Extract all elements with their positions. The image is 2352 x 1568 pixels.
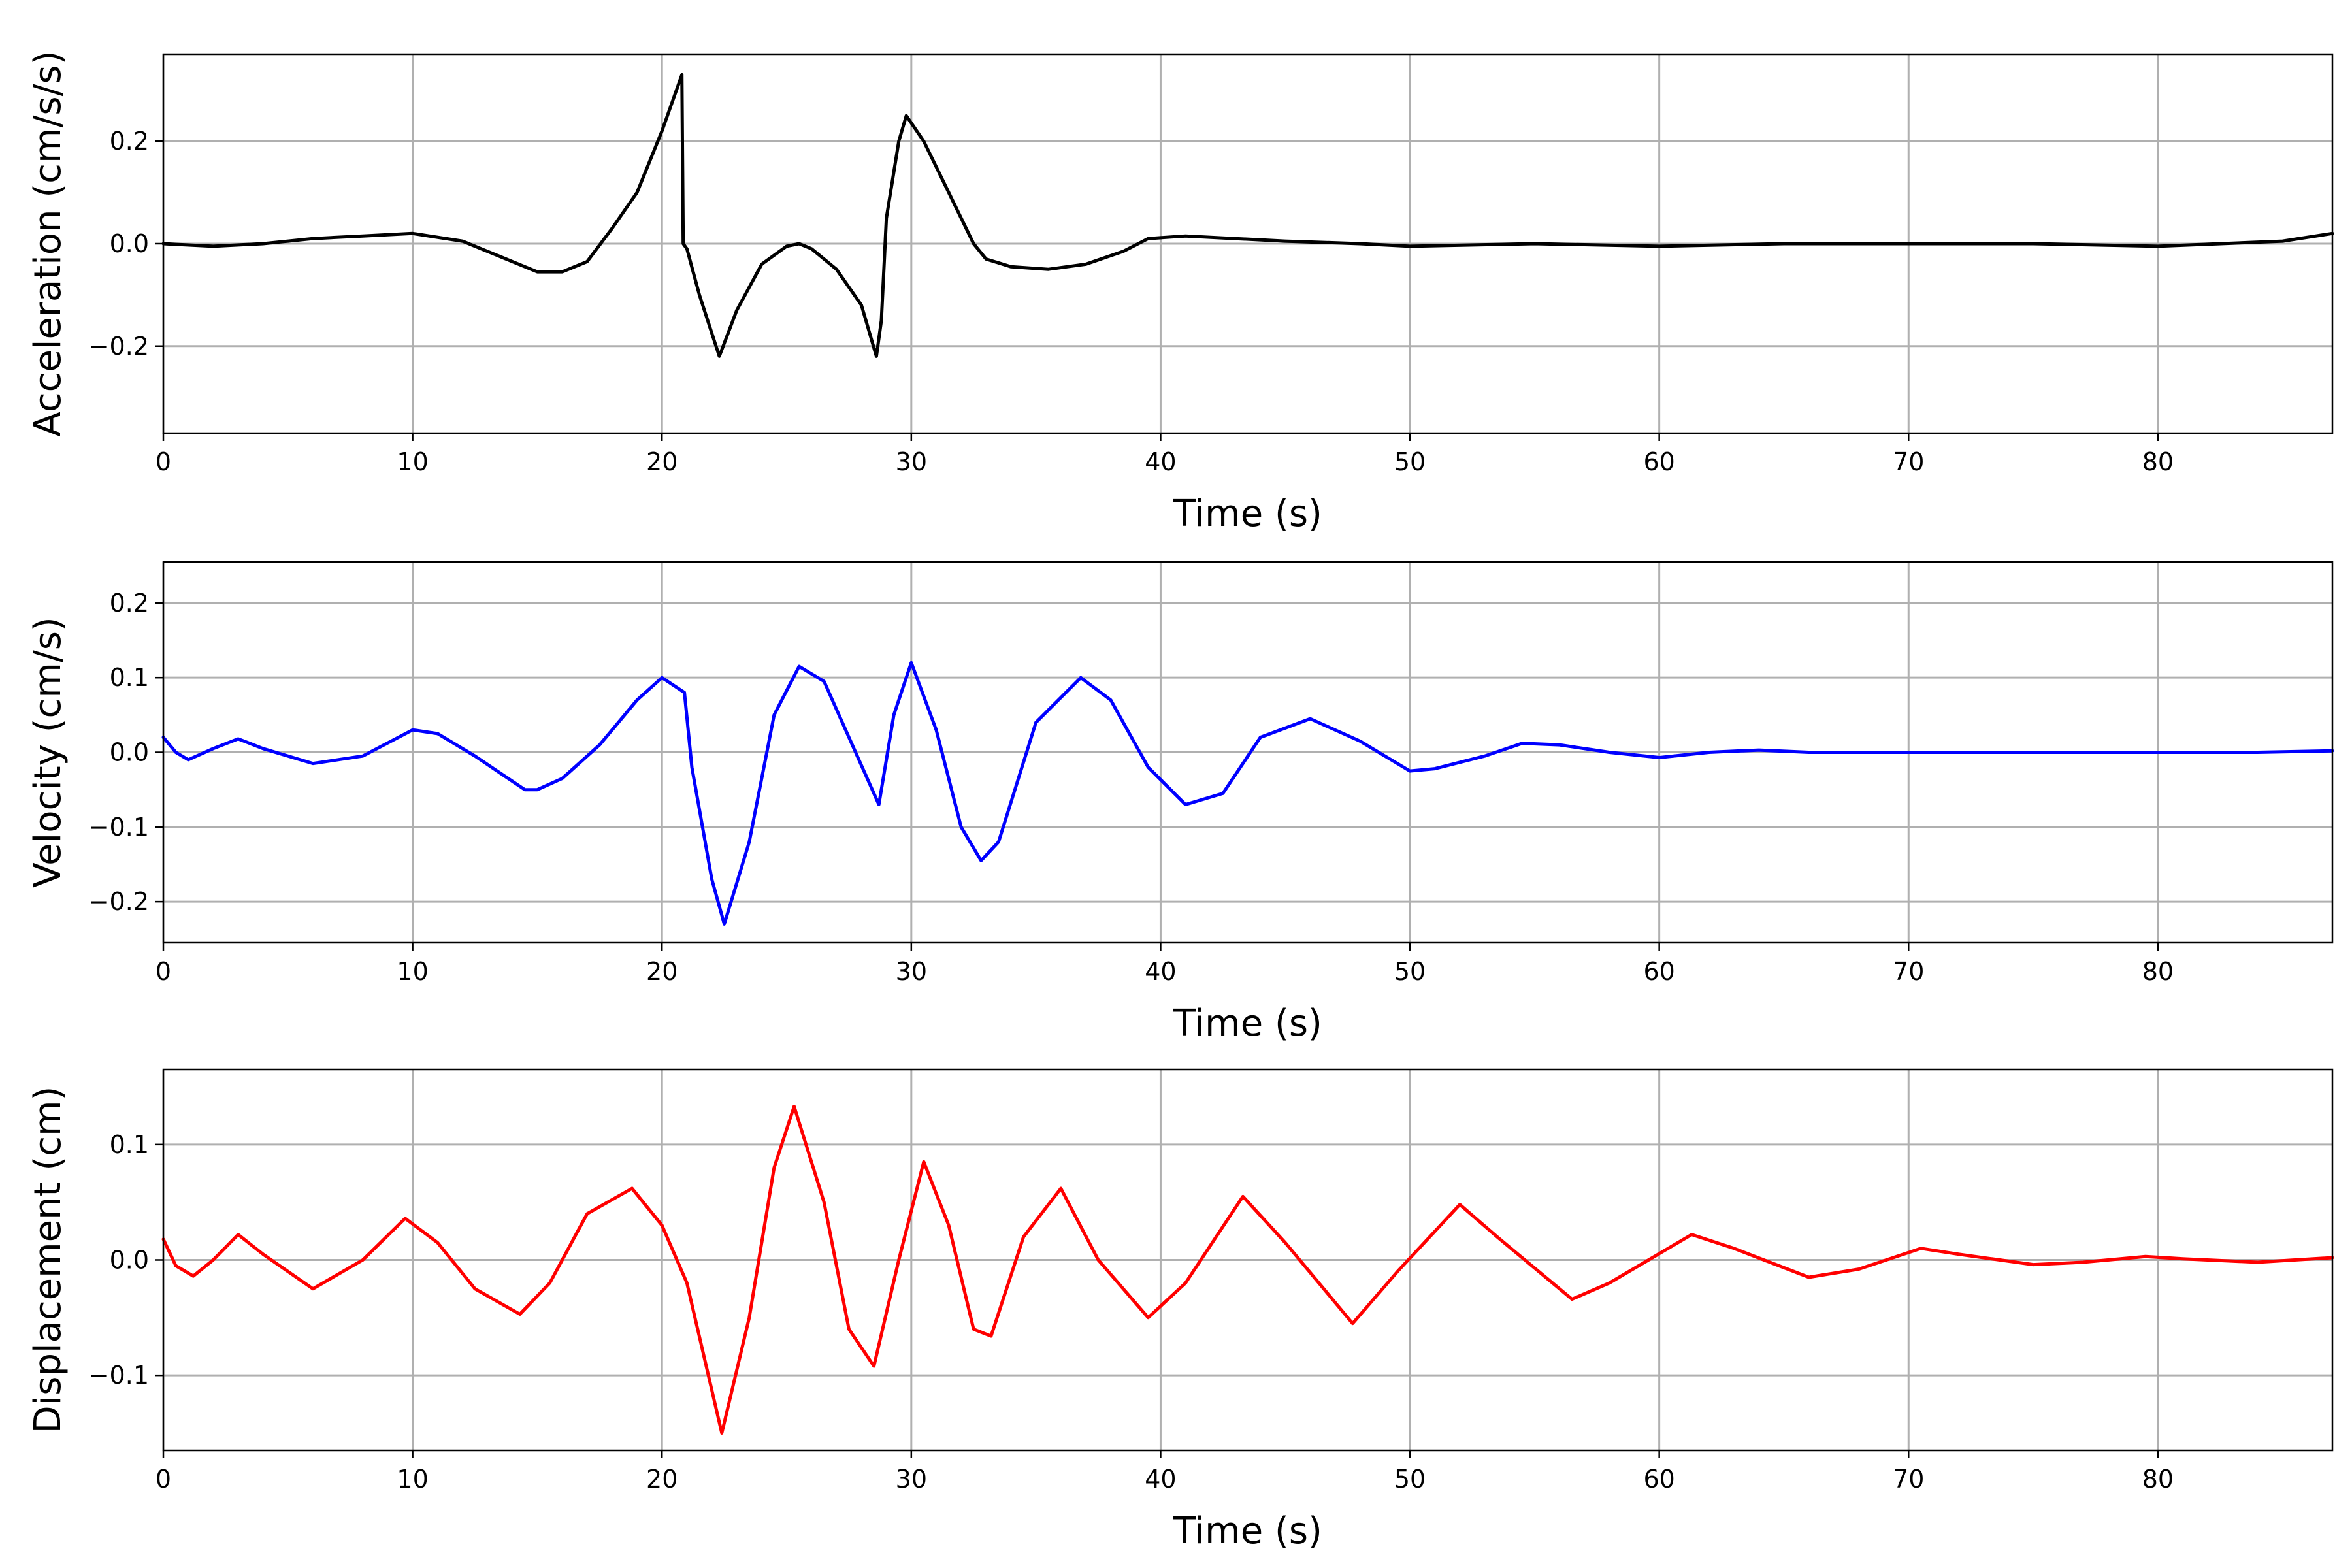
displacement-line [161,1105,2334,1435]
velocity-x-tick-label: 60 [1643,957,1674,986]
velocity-line [161,661,2334,926]
velocity-x-tick-label: 80 [2142,957,2174,986]
velocity-y-tick-label: 0.2 [110,589,149,617]
displacement-x-tick-label: 30 [896,1465,927,1494]
displacement-x-axis-label: Time (s) [1173,1510,1322,1552]
displacement-y-tick-label: 0.0 [110,1246,149,1275]
displacement-panel: 0 10 20 30 40 50 60 70 80 −0.1 0.0 0.1 Time (s) Dis… [27,1068,2334,1552]
acceleration-x-tick-label: 20 [646,448,678,476]
acceleration-x-tick-label: 30 [896,448,927,476]
displacement-y-tick-label: 0.1 [110,1130,149,1159]
displacement-x-tick-label: 70 [1893,1465,1924,1494]
acceleration-panel: 0 10 20 30 40 50 60 70 80 −0.2 0.0 0.2 Time (s) Acc… [27,51,2334,535]
displacement-grid [162,1070,2332,1450]
displacement-y-tick-label: −0.1 [89,1361,149,1390]
velocity-x-tick-label: 30 [896,957,927,986]
velocity-y-tick-label: 0.0 [110,738,149,767]
displacement-x-tick-label: 10 [397,1465,428,1494]
acceleration-y-axis-label: Acceleration (cm/s/s) [27,51,69,437]
velocity-panel: 0 10 20 30 40 50 60 70 80 −0.2 −0.1 0.0 0.1 0.2 Time … [27,561,2334,1045]
acceleration-x-tick-label: 50 [1394,448,1426,476]
velocity-x-tick-label: 10 [397,957,428,986]
acceleration-x-tick-label: 10 [397,448,428,476]
acceleration-y-tick-label: 0.2 [110,127,149,155]
velocity-x-tick-label: 20 [646,957,678,986]
velocity-x-axis-label: Time (s) [1173,1002,1322,1045]
acceleration-x-tick-label: 70 [1893,448,1924,476]
acceleration-x-tick-label: 80 [2142,448,2174,476]
velocity-y-tick-label: −0.1 [89,813,149,841]
displacement-x-tick-label: 0 [155,1465,171,1494]
acceleration-ticks: 0 10 20 30 40 50 60 70 80 −0.2 0.0 0.2 [89,127,2174,476]
displacement-x-tick-label: 40 [1145,1465,1176,1494]
velocity-x-tick-label: 0 [155,957,171,986]
acceleration-line [161,73,2334,358]
velocity-y-tick-label: −0.2 [89,887,149,916]
displacement-x-tick-label: 80 [2142,1465,2174,1494]
velocity-x-tick-label: 70 [1893,957,1924,986]
velocity-y-axis-label: Velocity (cm/s) [27,617,69,888]
velocity-y-tick-label: 0.1 [110,663,149,692]
acceleration-x-axis-label: Time (s) [1173,493,1322,535]
acceleration-y-tick-label: −0.2 [89,332,149,361]
acceleration-x-tick-label: 0 [155,448,171,476]
velocity-ticks: 0 10 20 30 40 50 60 70 80 −0.2 −0.1 0.0 0.1 0.2 [89,589,2174,986]
acceleration-y-tick-label: 0.0 [110,229,149,258]
displacement-x-tick-label: 20 [646,1465,678,1494]
displacement-ticks: 0 10 20 30 40 50 60 70 80 −0.1 0.0 0.1 [89,1130,2174,1494]
displacement-x-tick-label: 50 [1394,1465,1426,1494]
displacement-x-tick-label: 60 [1643,1465,1674,1494]
acceleration-x-tick-label: 60 [1643,448,1674,476]
velocity-x-tick-label: 40 [1145,957,1176,986]
acceleration-x-tick-label: 40 [1145,448,1176,476]
velocity-x-tick-label: 50 [1394,957,1426,986]
displacement-y-axis-label: Displacement (cm) [27,1086,69,1434]
